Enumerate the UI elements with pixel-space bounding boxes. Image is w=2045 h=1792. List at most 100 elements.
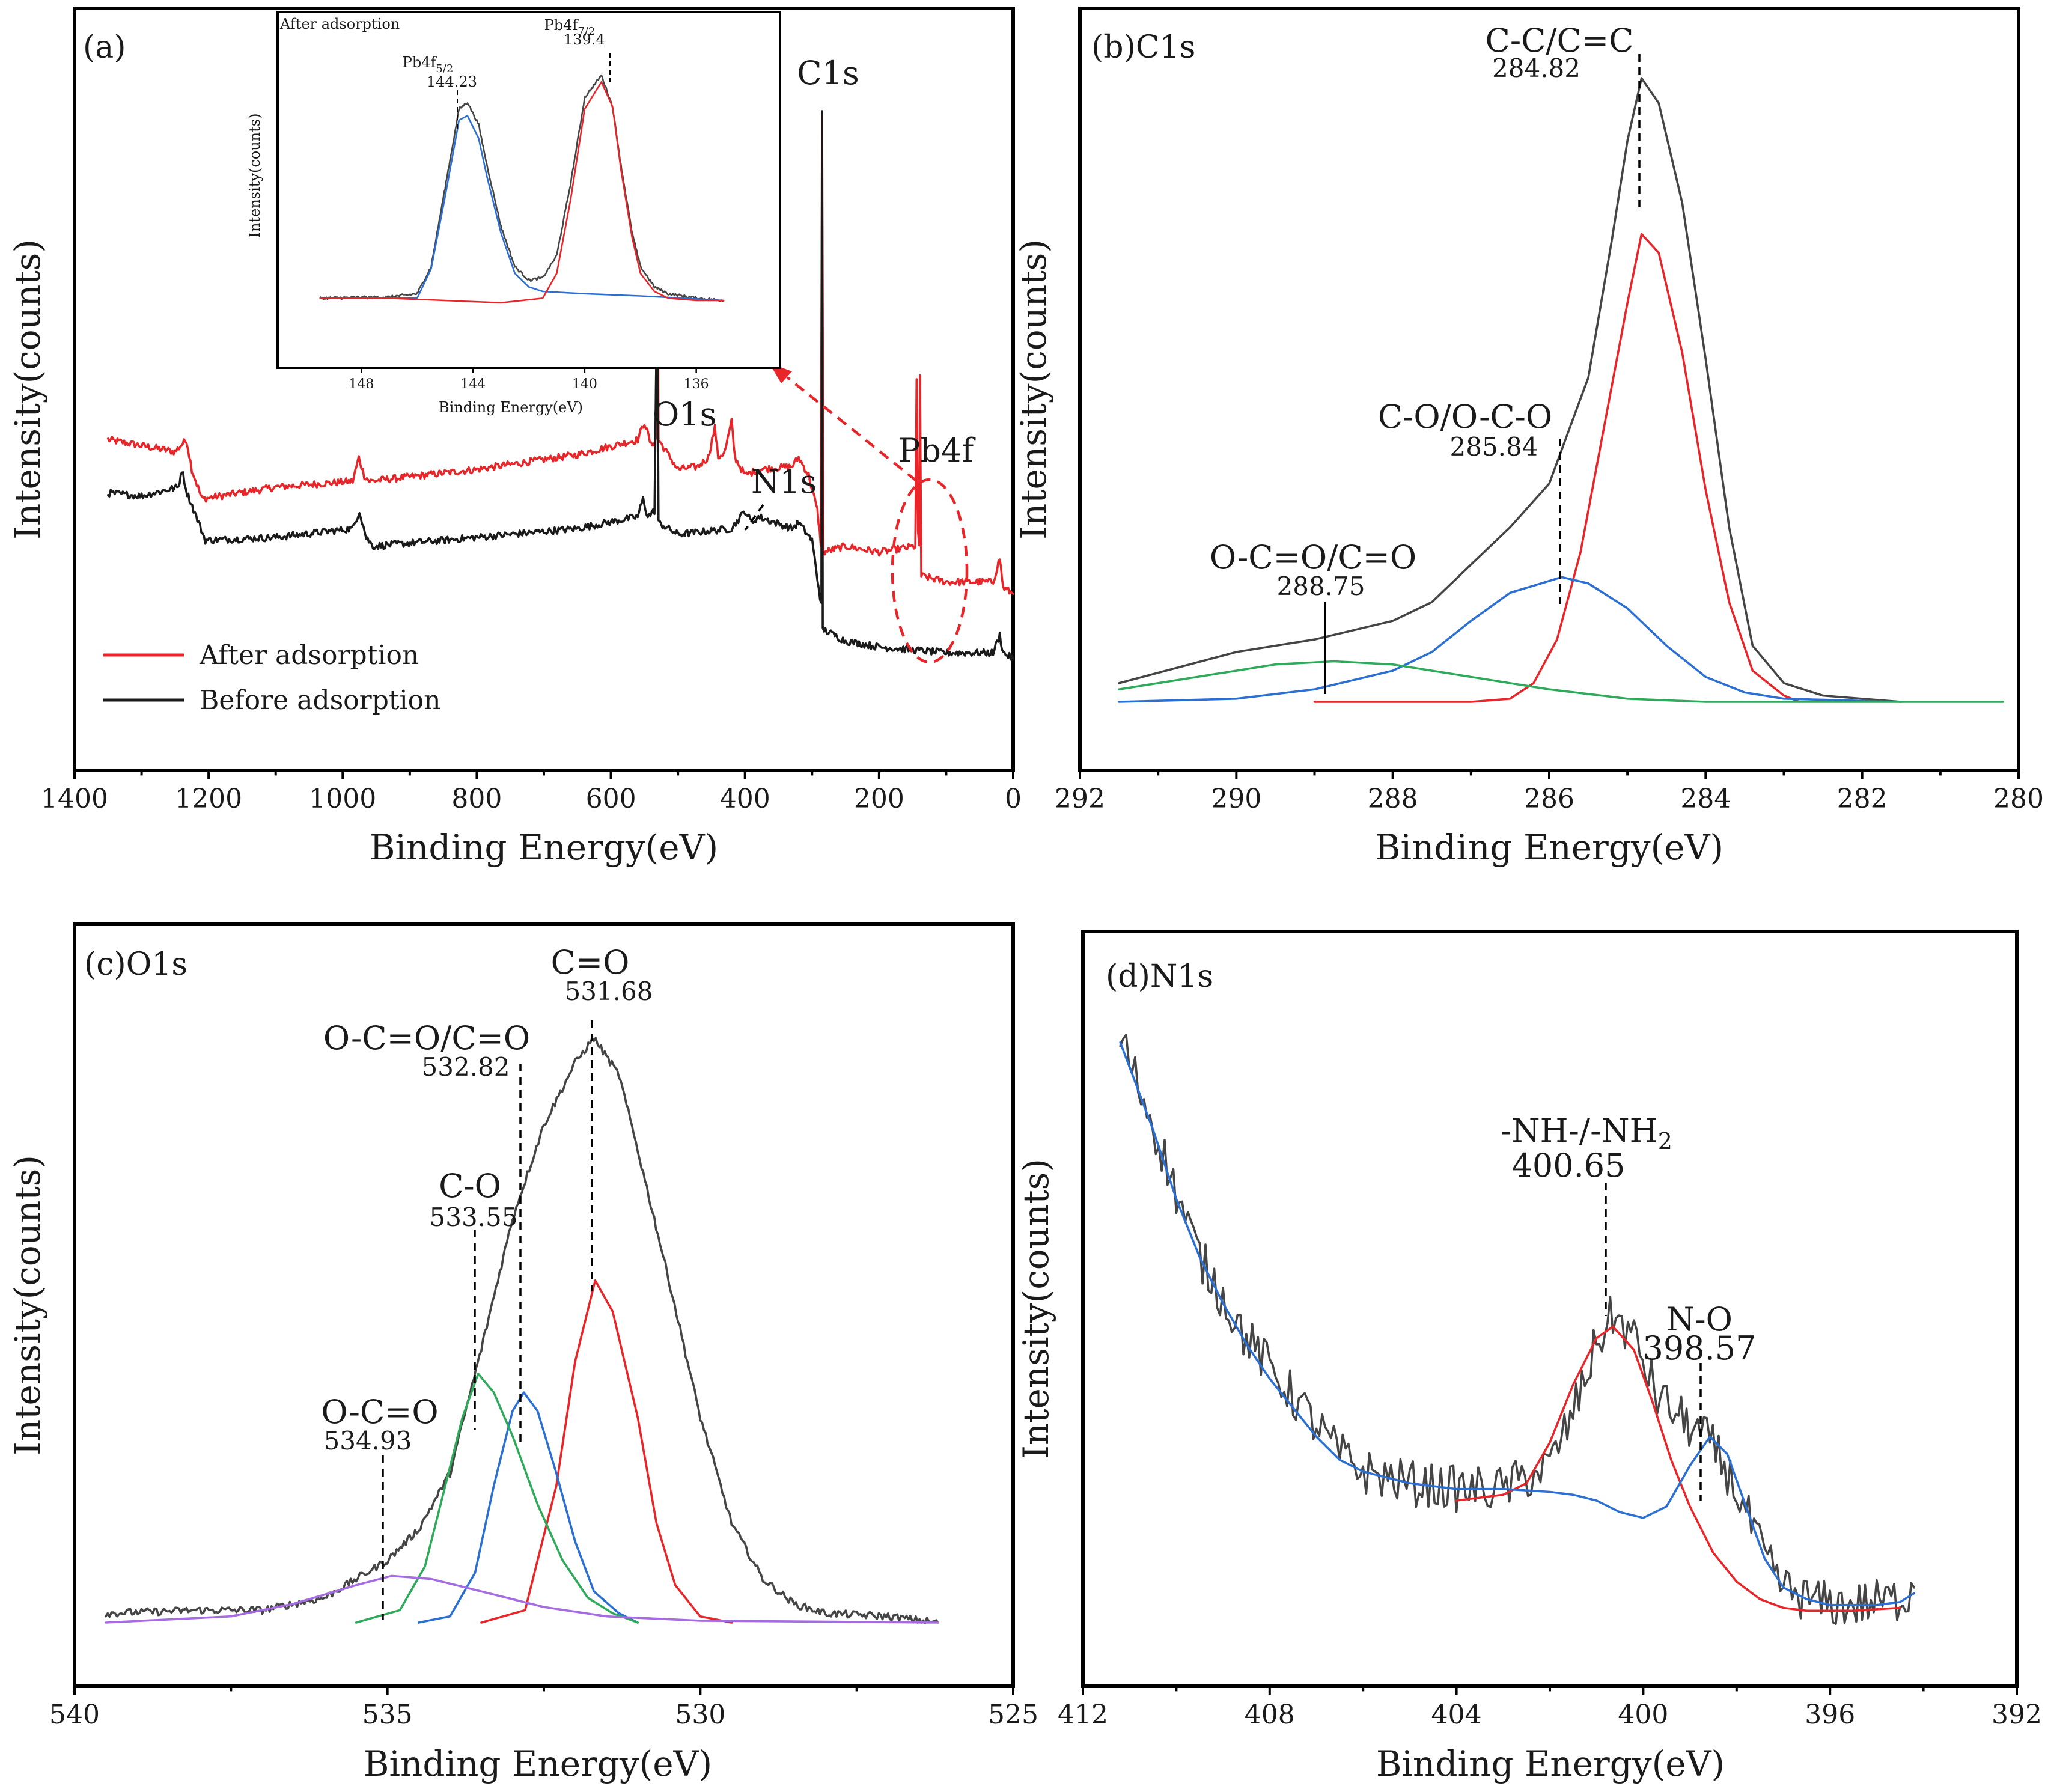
b-x-tick-label: 286: [1524, 784, 1574, 814]
c-occo-value: 532.82: [422, 1052, 510, 1082]
d-no-name: N-O: [1666, 1300, 1733, 1338]
inset-pb4f52-value: 144.23: [427, 73, 477, 90]
inset-x-tick-label: 148: [349, 377, 374, 392]
a-x-tick-label: 600: [586, 784, 636, 814]
inset-title: After adsorption: [279, 16, 400, 32]
panel-c-label: (c)O1s: [84, 946, 187, 983]
inset-y-axis-label: Intensity(counts): [246, 114, 263, 238]
inset-pb4f52-name: Pb4f: [403, 54, 437, 71]
d-nh-sub: 2: [1658, 1128, 1672, 1154]
panel-b-x-axis-label: Binding Energy(eV): [1375, 827, 1723, 868]
panel-b-curves: [1118, 77, 2004, 703]
c1s-peak-label: C1s: [797, 54, 859, 92]
n1s-peak-label: N1s: [751, 463, 817, 501]
a-x-tick-label: 0: [1005, 784, 1022, 814]
panel-d-frame: [1081, 930, 2019, 1688]
o1s-peak-label: O1s: [653, 395, 716, 433]
b-co-name: C-O/O-C-O: [1378, 398, 1552, 436]
panel-b-y-axis-label: Intensity(counts): [1013, 239, 1054, 540]
b-x-tick-label: 280: [1993, 784, 2044, 814]
a-x-tick-label: 200: [854, 784, 904, 814]
d-no-value: 398.57: [1643, 1329, 1757, 1367]
a-x-tick-label: 400: [720, 784, 770, 814]
c-x-tick-label: 540: [49, 1699, 100, 1730]
inset-pb4f72-sub: 7/2: [578, 25, 595, 38]
c-occo-name: O-C=O/C=O: [323, 1019, 530, 1057]
d-x-tick-label: 408: [1245, 1699, 1295, 1730]
panel-d-ticks: 412 408 404 400 396 392: [1058, 1686, 2042, 1730]
inset-x-tick-label: 140: [572, 377, 597, 392]
b-series-o-c-o-c-o-fit: [1118, 660, 2004, 703]
legend-after-label: After adsorption: [199, 640, 419, 671]
a-x-tick-label: 1000: [309, 784, 376, 814]
a-series-before-adsorption: [107, 110, 1014, 661]
c-x-tick-label: 530: [675, 1699, 725, 1730]
c-co-single-name: C-O: [439, 1167, 501, 1205]
inset-x-axis-label: Binding Energy(eV): [439, 399, 583, 416]
a-x-tick-label: 1400: [41, 784, 108, 814]
c-x-tick-label: 525: [988, 1699, 1038, 1730]
d-series-raw: [1119, 1034, 1915, 1625]
b-series-c-o-o-c-o-fit: [1118, 576, 1903, 703]
d-nh-label: -NH-/-NH2: [1501, 1112, 1672, 1154]
inset-ticks: 148 144 140 136: [349, 368, 709, 392]
panel-a-y-axis-label: Intensity(counts): [7, 239, 48, 540]
c-series-c-o-fit: [355, 1373, 639, 1624]
b-cc-name: C-C/C=C: [1486, 22, 1634, 59]
panel-d-curves: [1119, 1034, 1915, 1625]
panel-a-curves: [107, 110, 1014, 661]
d-x-tick-label: 396: [1805, 1699, 1855, 1730]
c-series-raw: [105, 1037, 939, 1624]
panel-a-label: (a): [83, 29, 126, 66]
panel-c-x-axis-label: Binding Energy(eV): [364, 1743, 712, 1784]
panel-c-y-axis-label: Intensity(counts): [7, 1155, 48, 1455]
inset-pb4f52-sub: 5/2: [436, 62, 453, 75]
b-x-tick-label: 290: [1211, 784, 1261, 814]
pb4f-highlight-ellipse: [891, 478, 969, 664]
a-x-tick-label: 1200: [175, 784, 242, 814]
c-co-single-value: 533.55: [430, 1202, 518, 1232]
inset-frame: [276, 11, 781, 369]
panel-c: 540 535 530 525 (c)O1s Binding Energy(eV) I…: [7, 922, 1038, 1784]
b-series-raw: [1118, 77, 1903, 703]
b-occo-value: 288.75: [1277, 571, 1365, 601]
panel-d-label: (d)N1s: [1106, 958, 1213, 995]
panel-b-label: (b)C1s: [1091, 29, 1195, 66]
panel-c-curves: [105, 1037, 939, 1624]
c-x-tick-label: 535: [362, 1699, 413, 1730]
b-x-tick-label: 292: [1055, 784, 1105, 814]
pb4f-peak-label: Pb4f: [898, 431, 976, 469]
panel-a: 1400 1200 1000 800 600 400 200 0 (a) Binding En…: [7, 7, 1022, 868]
inset-pb4f52-label: Pb4f5/2: [403, 54, 454, 75]
inset-series-pb4f5-2-fit: [319, 115, 725, 302]
c-co-double-value: 531.68: [565, 977, 653, 1006]
inset-plot: 148 144 140 136 After adsorption Binding En…: [246, 11, 781, 416]
d-x-tick-label: 404: [1431, 1699, 1482, 1730]
b-occo-name: O-C=O/C=O: [1210, 538, 1416, 576]
panel-a-x-axis-label: Binding Energy(eV): [370, 827, 718, 868]
b-x-tick-label: 282: [1837, 784, 1888, 814]
panel-c-ticks: 540 535 530 525: [49, 1686, 1038, 1730]
inset-pointer-line: [786, 376, 918, 482]
inset-pb4f72-value: 139.4: [564, 31, 605, 48]
inset-curves: [319, 74, 725, 304]
inset-series-raw: [319, 74, 725, 302]
inset-series-pb4f7-2-fit: [319, 81, 725, 304]
c-oco-value: 534.93: [324, 1426, 412, 1455]
c-series-o-c-o-c-o-fit: [417, 1391, 639, 1624]
n1s-pointer: [744, 504, 764, 531]
b-co-value: 285.84: [1450, 432, 1538, 462]
b-cc-value: 284.82: [1492, 53, 1580, 83]
panel-b: 292 290 288 286 284 282 280 (b)C1s Binding Ene…: [1013, 7, 2044, 868]
c-oco-name: O-C=O: [321, 1393, 438, 1431]
d-nh-name: -NH-/-NH: [1501, 1112, 1658, 1150]
legend-before-label: Before adsorption: [200, 685, 440, 716]
b-x-tick-label: 288: [1368, 784, 1418, 814]
c-co-double-name: C=O: [551, 943, 630, 981]
panel-d-y-axis-label: Intensity(counts): [1016, 1159, 1056, 1459]
d-series-n-o-fit: [1119, 1041, 1915, 1606]
a-series-after-adsorption: [107, 112, 1014, 595]
d-x-tick-label: 400: [1618, 1699, 1668, 1730]
panel-c-frame: [73, 922, 1015, 1688]
